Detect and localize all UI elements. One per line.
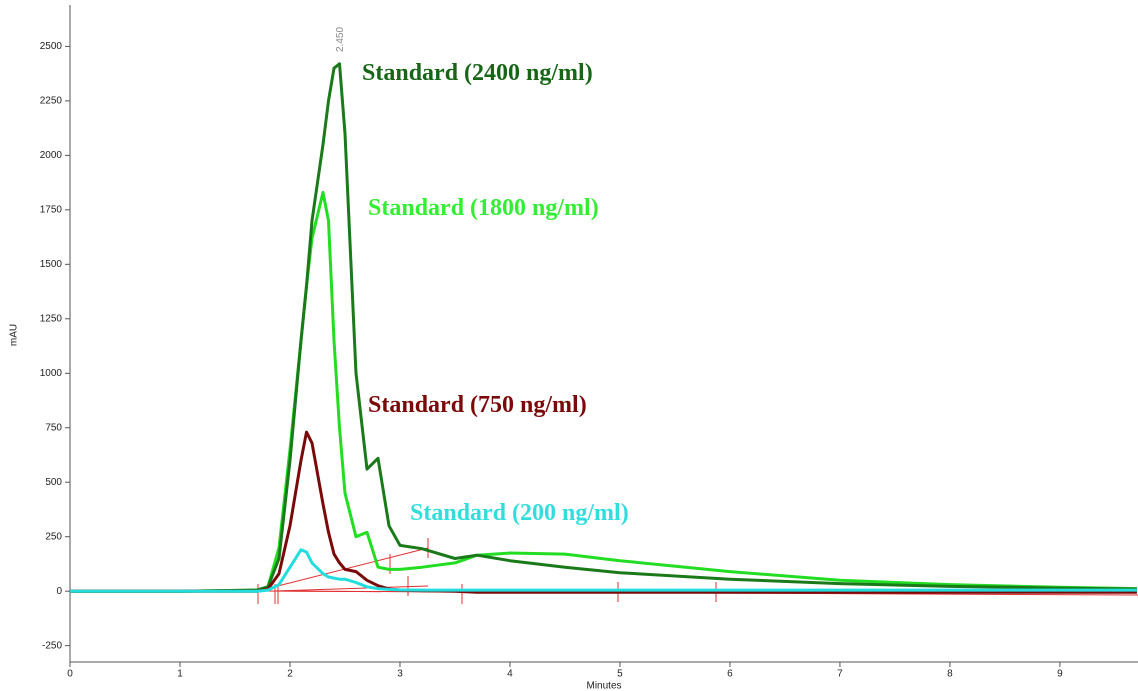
- y-tick-label: 500: [45, 477, 62, 488]
- y-tick-label: 2250: [40, 96, 63, 107]
- y-tick-label: 1750: [40, 204, 63, 215]
- x-tick-label: 9: [1057, 669, 1063, 680]
- y-tick-label: -250: [42, 640, 62, 651]
- y-tick-label: 750: [45, 422, 62, 433]
- x-tick-label: 8: [947, 669, 953, 680]
- x-tick-label: 3: [397, 669, 403, 680]
- x-tick-label: 1: [177, 669, 183, 680]
- y-tick-label: 2500: [40, 41, 63, 52]
- series-line: [70, 548, 1137, 593]
- x-tick-label: 2: [287, 669, 293, 680]
- x-tick-label: 7: [837, 669, 843, 680]
- legend-label: Standard (750 ng/ml): [368, 392, 587, 418]
- x-tick-label: 5: [617, 669, 623, 680]
- legend-label: Standard (2400 ng/ml): [362, 60, 593, 86]
- legend-label: Standard (1800 ng/ml): [368, 195, 599, 221]
- x-tick-label: 0: [67, 669, 73, 680]
- integration-marks: [257, 538, 1138, 604]
- y-tick-label: 1000: [40, 368, 63, 379]
- series-line: [70, 62, 1137, 593]
- peak-label: 2.450: [335, 27, 346, 52]
- y-tick-label: 250: [45, 531, 62, 542]
- x-axis-label: Minutes: [586, 681, 621, 691]
- x-tick-label: 4: [507, 669, 513, 680]
- y-tick-label: 1250: [40, 313, 63, 324]
- y-axis-label: mAU: [9, 324, 20, 346]
- x-tick-label: 6: [727, 669, 733, 680]
- series-line: [70, 430, 1137, 594]
- y-tick-label: 2000: [40, 150, 63, 161]
- series-line: [70, 190, 1137, 593]
- y-tick-label: 1500: [40, 259, 63, 270]
- y-tick-label: 0: [56, 586, 62, 597]
- legend-label: Standard (200 ng/ml): [410, 500, 629, 526]
